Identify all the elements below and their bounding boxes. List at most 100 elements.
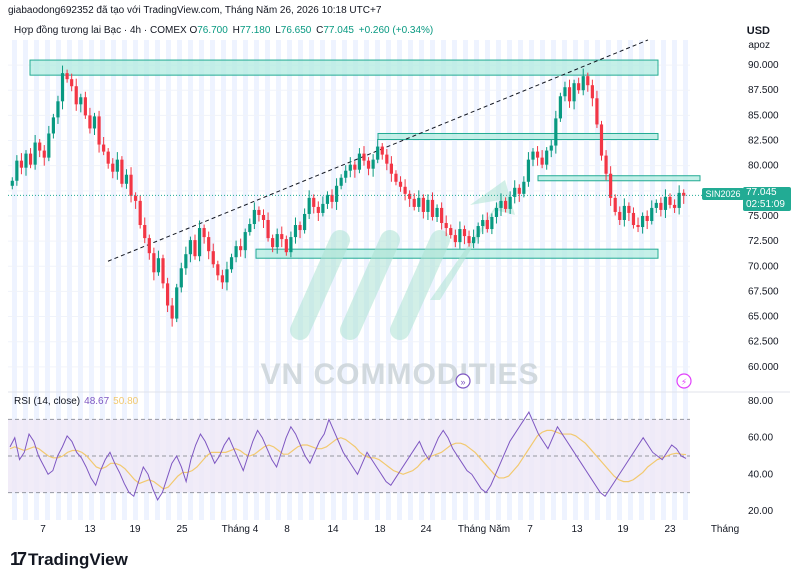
rsi-ma-line — [9, 429, 687, 490]
session-stripe — [144, 40, 149, 520]
candle-body — [170, 305, 174, 319]
candle-body — [567, 87, 572, 102]
session-stripe — [650, 40, 655, 520]
session-stripe — [386, 40, 391, 520]
candle-body — [175, 287, 179, 319]
session-stripe — [12, 40, 17, 520]
price-zone — [377, 132, 659, 141]
candle-body — [380, 146, 384, 155]
candle-body — [366, 160, 371, 169]
candle-body — [202, 228, 206, 238]
price-tick-label: 75.000 — [748, 211, 779, 222]
candle-body — [449, 228, 453, 236]
candle-body — [371, 159, 375, 169]
candle-body — [558, 96, 562, 119]
session-stripe — [67, 40, 72, 520]
rsi-label[interactable]: RSI (14, close) — [14, 396, 81, 407]
session-stripe — [232, 40, 237, 520]
candle-body — [353, 164, 357, 170]
candle-body — [398, 181, 403, 187]
rsi-band — [8, 419, 690, 493]
candle-body — [307, 197, 311, 214]
candle-body — [129, 174, 133, 196]
candle-body — [581, 76, 585, 91]
candle-body — [659, 202, 663, 210]
lightning-marker-icon: ⚡ — [676, 373, 692, 389]
candle-body — [261, 214, 266, 220]
candle-body — [503, 200, 508, 209]
price-zone — [537, 175, 701, 182]
rsi-ma-value: 50.80 — [113, 396, 139, 407]
candle-body — [421, 197, 425, 212]
bar-countdown: 02:51:09 — [746, 199, 785, 210]
candle-body — [517, 187, 521, 194]
session-stripe — [188, 40, 193, 520]
candle-body — [293, 225, 298, 238]
candle-body — [435, 207, 439, 217]
time-tick-label: 19 — [129, 524, 141, 535]
scale-mode-label[interactable]: apoz — [748, 40, 770, 51]
candle-body — [472, 237, 476, 244]
candle-body — [124, 174, 129, 184]
candle-body — [385, 154, 389, 164]
candle-body — [115, 159, 119, 172]
symbol-name[interactable]: Hợp đồng tương lai Bạc · 4h · COMEX — [14, 25, 187, 36]
candle-body — [389, 163, 393, 174]
candle-body — [248, 224, 252, 233]
candle-body — [280, 234, 284, 240]
candle-body — [494, 207, 499, 217]
candle-body — [271, 238, 275, 248]
candle-body — [225, 269, 229, 283]
time-tick-label: 24 — [420, 524, 432, 535]
event-marker-circle — [455, 373, 471, 389]
candle-body — [376, 146, 380, 160]
session-stripe — [243, 40, 248, 520]
session-stripe — [408, 40, 413, 520]
candle-body — [499, 200, 503, 208]
candle-body — [88, 115, 92, 129]
candle-body — [120, 159, 124, 184]
candle-body — [138, 200, 142, 226]
session-stripe — [683, 40, 688, 520]
candle-body — [682, 192, 686, 196]
event-marker-icon: » — [455, 373, 471, 389]
watermark-bar — [290, 230, 350, 340]
time-tick-label: 13 — [571, 524, 583, 535]
price-axis: 90.00087.50085.00082.50080.00077.50075.0… — [748, 60, 779, 373]
price-tick-label: 67.500 — [748, 286, 779, 297]
session-stripe — [287, 40, 292, 520]
candle-body — [156, 258, 161, 273]
close-value: 77.045 — [323, 25, 354, 36]
watermark-bar — [390, 230, 450, 340]
session-stripe — [474, 40, 479, 520]
candle-body — [33, 142, 37, 165]
candle-body — [15, 160, 19, 181]
session-stripe — [56, 40, 61, 520]
rsi-tick-label: 40.00 — [748, 469, 773, 480]
session-stripe — [628, 40, 633, 520]
candle-body — [188, 240, 193, 255]
tradingview-footer[interactable]: 17 TradingView — [10, 549, 128, 570]
candle-body — [207, 237, 211, 252]
candle-body — [412, 198, 416, 207]
candle-body — [604, 155, 608, 174]
candle-body — [10, 180, 14, 186]
session-stripe — [254, 40, 259, 520]
candle-body — [74, 86, 78, 105]
candle-body — [545, 150, 549, 165]
candle-body — [590, 85, 594, 99]
candle-body — [408, 193, 412, 199]
candle-body — [51, 117, 55, 134]
rsi-tick-label: 60.00 — [748, 433, 773, 444]
candle-body — [197, 228, 202, 257]
candle-body — [440, 207, 444, 224]
price-zones — [29, 59, 701, 259]
currency-label[interactable]: USD — [746, 25, 770, 37]
time-tick-label: 14 — [327, 524, 339, 535]
candle-body — [102, 144, 106, 152]
session-stripe — [463, 40, 468, 520]
candle-body — [577, 83, 581, 91]
candle-body — [535, 151, 540, 158]
candle-body — [275, 234, 279, 248]
